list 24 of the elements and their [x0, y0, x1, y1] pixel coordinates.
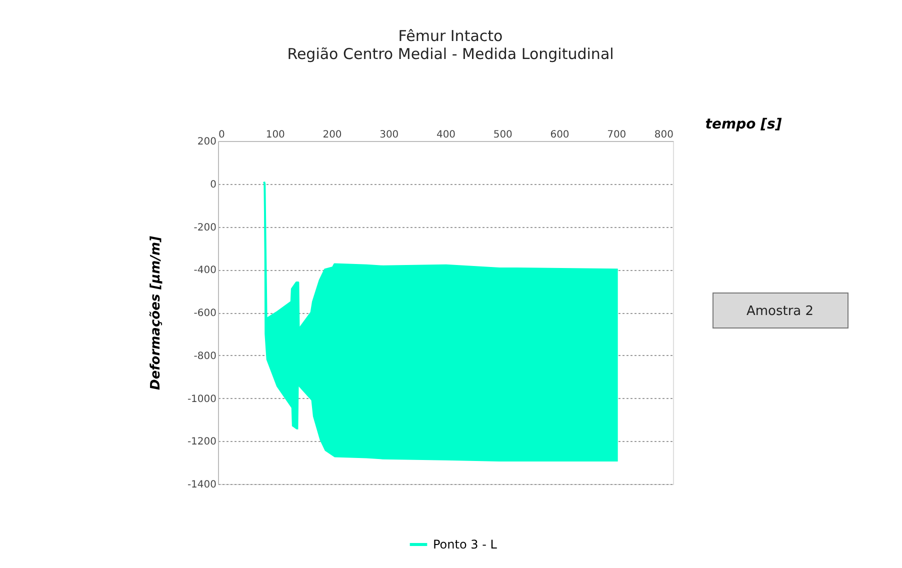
x-tick-label: 500	[493, 130, 512, 140]
y-axis-title: Deformações [μm/m]	[148, 236, 164, 390]
x-tick-label: 100	[266, 130, 285, 140]
chart-title: Fêmur Intacto	[398, 27, 503, 45]
x-tick-label: 400	[436, 130, 456, 140]
y-tick-label: 0	[210, 179, 216, 190]
x-tick-label: 200	[322, 130, 342, 140]
y-tick-label: -400	[194, 265, 216, 276]
x-tick-label: 800	[654, 130, 674, 140]
legend-label: Ponto 3 - L	[433, 538, 498, 552]
y-tick-label: -800	[194, 350, 216, 362]
y-tick-label: 200	[197, 136, 216, 148]
x-tick-label: 600	[550, 130, 570, 140]
y-tick-label: -1400	[187, 480, 216, 490]
x-tick-label: 0	[218, 130, 225, 140]
x-tick-label: 300	[380, 130, 399, 140]
x-tick-label: 700	[607, 130, 626, 140]
chart-subtitle: Região Centro Medial - Medida Longitudinal	[287, 45, 614, 63]
x-axis-title: tempo [s]	[705, 116, 782, 132]
y-tick-label: -1200	[187, 436, 216, 448]
text: Amostra 2	[746, 304, 814, 319]
y-tick-label: -1000	[187, 394, 216, 405]
y-tick-label: -600	[194, 308, 216, 319]
y-tick-label: -200	[194, 222, 216, 234]
